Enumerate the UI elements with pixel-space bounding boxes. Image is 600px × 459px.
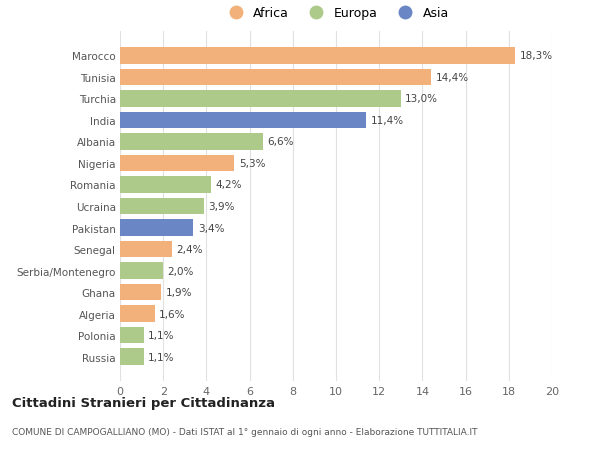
Text: COMUNE DI CAMPOGALLIANO (MO) - Dati ISTAT al 1° gennaio di ogni anno - Elaborazi: COMUNE DI CAMPOGALLIANO (MO) - Dati ISTA…	[12, 427, 478, 436]
Bar	[120, 306, 155, 322]
Legend: Africa, Europa, Asia: Africa, Europa, Asia	[221, 5, 452, 22]
Text: 2,4%: 2,4%	[176, 245, 203, 254]
Text: 5,3%: 5,3%	[239, 159, 265, 168]
Text: 3,9%: 3,9%	[209, 202, 235, 212]
Bar	[120, 327, 144, 344]
Bar	[120, 112, 366, 129]
Text: 1,9%: 1,9%	[166, 287, 192, 297]
Bar	[120, 48, 515, 65]
Bar	[120, 177, 211, 193]
Bar	[120, 263, 163, 279]
Text: 1,1%: 1,1%	[148, 352, 175, 362]
Text: 18,3%: 18,3%	[520, 51, 553, 62]
Bar	[120, 155, 235, 172]
Bar	[120, 198, 204, 215]
Bar	[120, 284, 161, 301]
Text: 6,6%: 6,6%	[267, 137, 293, 147]
Bar	[120, 134, 263, 151]
Text: 14,4%: 14,4%	[436, 73, 469, 83]
Text: 3,4%: 3,4%	[198, 223, 224, 233]
Text: 11,4%: 11,4%	[371, 116, 404, 126]
Bar	[120, 69, 431, 86]
Text: 1,1%: 1,1%	[148, 330, 175, 340]
Bar	[120, 220, 193, 236]
Text: 1,6%: 1,6%	[159, 309, 185, 319]
Bar	[120, 348, 144, 365]
Text: 4,2%: 4,2%	[215, 180, 242, 190]
Text: Cittadini Stranieri per Cittadinanza: Cittadini Stranieri per Cittadinanza	[12, 396, 275, 409]
Text: 13,0%: 13,0%	[405, 94, 438, 104]
Text: 2,0%: 2,0%	[167, 266, 194, 276]
Bar	[120, 241, 172, 258]
Bar	[120, 91, 401, 107]
